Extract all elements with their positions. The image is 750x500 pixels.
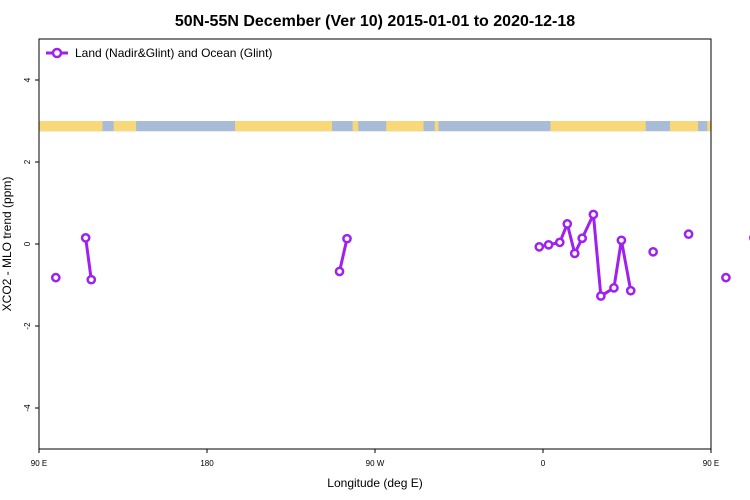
data-point [554,237,565,248]
y-tick-label: 4 [23,77,32,82]
land-band [352,121,359,132]
x-tick-label: 0 [541,459,546,468]
y-tick-label: -2 [23,322,32,330]
y-tick-label: -4 [23,404,32,412]
data-point [562,219,573,229]
series-line [338,238,349,272]
data-point [596,291,606,301]
land-band [707,121,711,132]
x-axis-label: Longitude (deg E) [327,476,422,490]
legend-marker-swatch [51,47,63,59]
data-point [648,246,658,257]
land-band [550,121,646,132]
series-line [538,212,633,298]
y-axis-label: XCO2 - MLO trend (ppm) [0,177,14,312]
x-tick-label: 90 W [366,459,385,468]
data-point [577,233,588,244]
land-band [113,121,137,132]
ocean-band [39,121,711,132]
plot-frame [38,38,712,450]
data-point [534,242,545,252]
land-band [39,121,103,132]
data-point [625,285,636,296]
data-point [80,233,91,243]
x-tick-label: 180 [200,459,214,468]
land-band [386,121,424,132]
land-band [669,121,698,132]
y-tick-label: 2 [23,159,32,164]
series-layer [50,209,750,301]
data-point [588,209,599,220]
world-map-strip [39,121,711,132]
data-point [683,229,694,240]
data-point [86,274,97,285]
data-point [721,272,731,283]
x-tick-label: 90 E [31,459,47,468]
y-axis: -4 -2 0 2 4 [23,77,39,412]
data-point [609,283,619,293]
data-point [616,235,627,246]
data-point [342,233,352,244]
series-line [84,237,93,280]
legend-label: Land (Nadir&Glint) and Ocean (Glint) [75,46,272,60]
x-tick-label: 90 E [703,459,719,468]
chart-title: 50N-55N December (Ver 10) 2015-01-01 to … [175,13,575,30]
data-point [569,248,580,259]
y-tick-label: 0 [23,241,32,246]
land-band [235,121,333,132]
land-band [434,121,439,132]
data-point [50,272,61,283]
data-point [334,266,345,277]
x-axis: 90 E 180 90 W 0 90 E [31,449,719,468]
data-point [543,239,554,250]
legend: Land (Nadir&Glint) and Ocean (Glint) [46,46,272,60]
